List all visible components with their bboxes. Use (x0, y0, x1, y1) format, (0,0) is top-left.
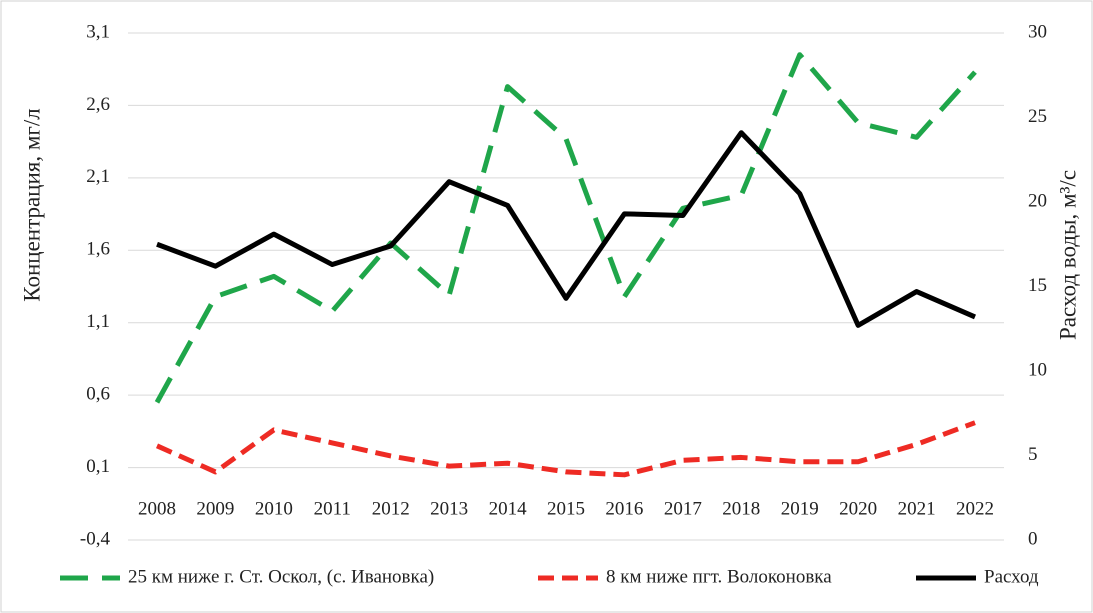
y2-tick-label: 0 (1028, 528, 1038, 549)
series-line (156, 130, 976, 328)
y2-tick-label: 10 (1028, 359, 1047, 380)
series-line (155, 420, 976, 478)
x-tick-label: 2016 (605, 498, 643, 519)
x-tick-label: 2019 (781, 498, 819, 519)
y2-axis-title: Расход воды, м³/с (1055, 170, 1080, 340)
y-tick-label: 3,1 (86, 21, 110, 42)
x-tick-label: 2010 (255, 498, 293, 519)
y-tick-label: 2,6 (86, 94, 110, 115)
x-tick-label: 2013 (430, 498, 468, 519)
x-tick-label: 2017 (664, 498, 702, 519)
x-tick-label: 2008 (138, 498, 176, 519)
y-tick-label: 2,1 (86, 166, 110, 187)
legend-label: Расход (984, 566, 1039, 587)
y-tick-label: 0,1 (86, 456, 110, 477)
legend-label: 25 км ниже г. Ст. Оскол, (с. Ивановка) (128, 566, 434, 587)
y2-tick-label: 20 (1028, 190, 1047, 211)
x-tick-label: 2020 (839, 498, 877, 519)
y2-tick-label: 25 (1028, 106, 1047, 127)
y-tick-label: 1,1 (86, 311, 110, 332)
y2-tick-label: 15 (1028, 275, 1047, 296)
x-tick-label: 2014 (489, 498, 528, 519)
y-tick-label: -0,4 (80, 528, 111, 549)
x-tick-label: 2012 (372, 498, 410, 519)
y2-tick-label: 5 (1028, 444, 1038, 465)
legend-label: 8 км ниже пгт. Волоконовка (606, 566, 832, 587)
y-tick-label: 1,6 (86, 239, 110, 260)
x-tick-label: 2018 (722, 498, 760, 519)
x-tick-label: 2011 (314, 498, 351, 519)
y-tick-label: 0,6 (86, 384, 110, 405)
x-tick-label: 2021 (898, 498, 936, 519)
y-axis-title: Концентрация, мг/л (19, 108, 44, 301)
x-tick-label: 2022 (956, 498, 994, 519)
x-tick-label: 2009 (196, 498, 234, 519)
y2-tick-label: 30 (1028, 21, 1047, 42)
x-tick-label: 2015 (547, 498, 585, 519)
